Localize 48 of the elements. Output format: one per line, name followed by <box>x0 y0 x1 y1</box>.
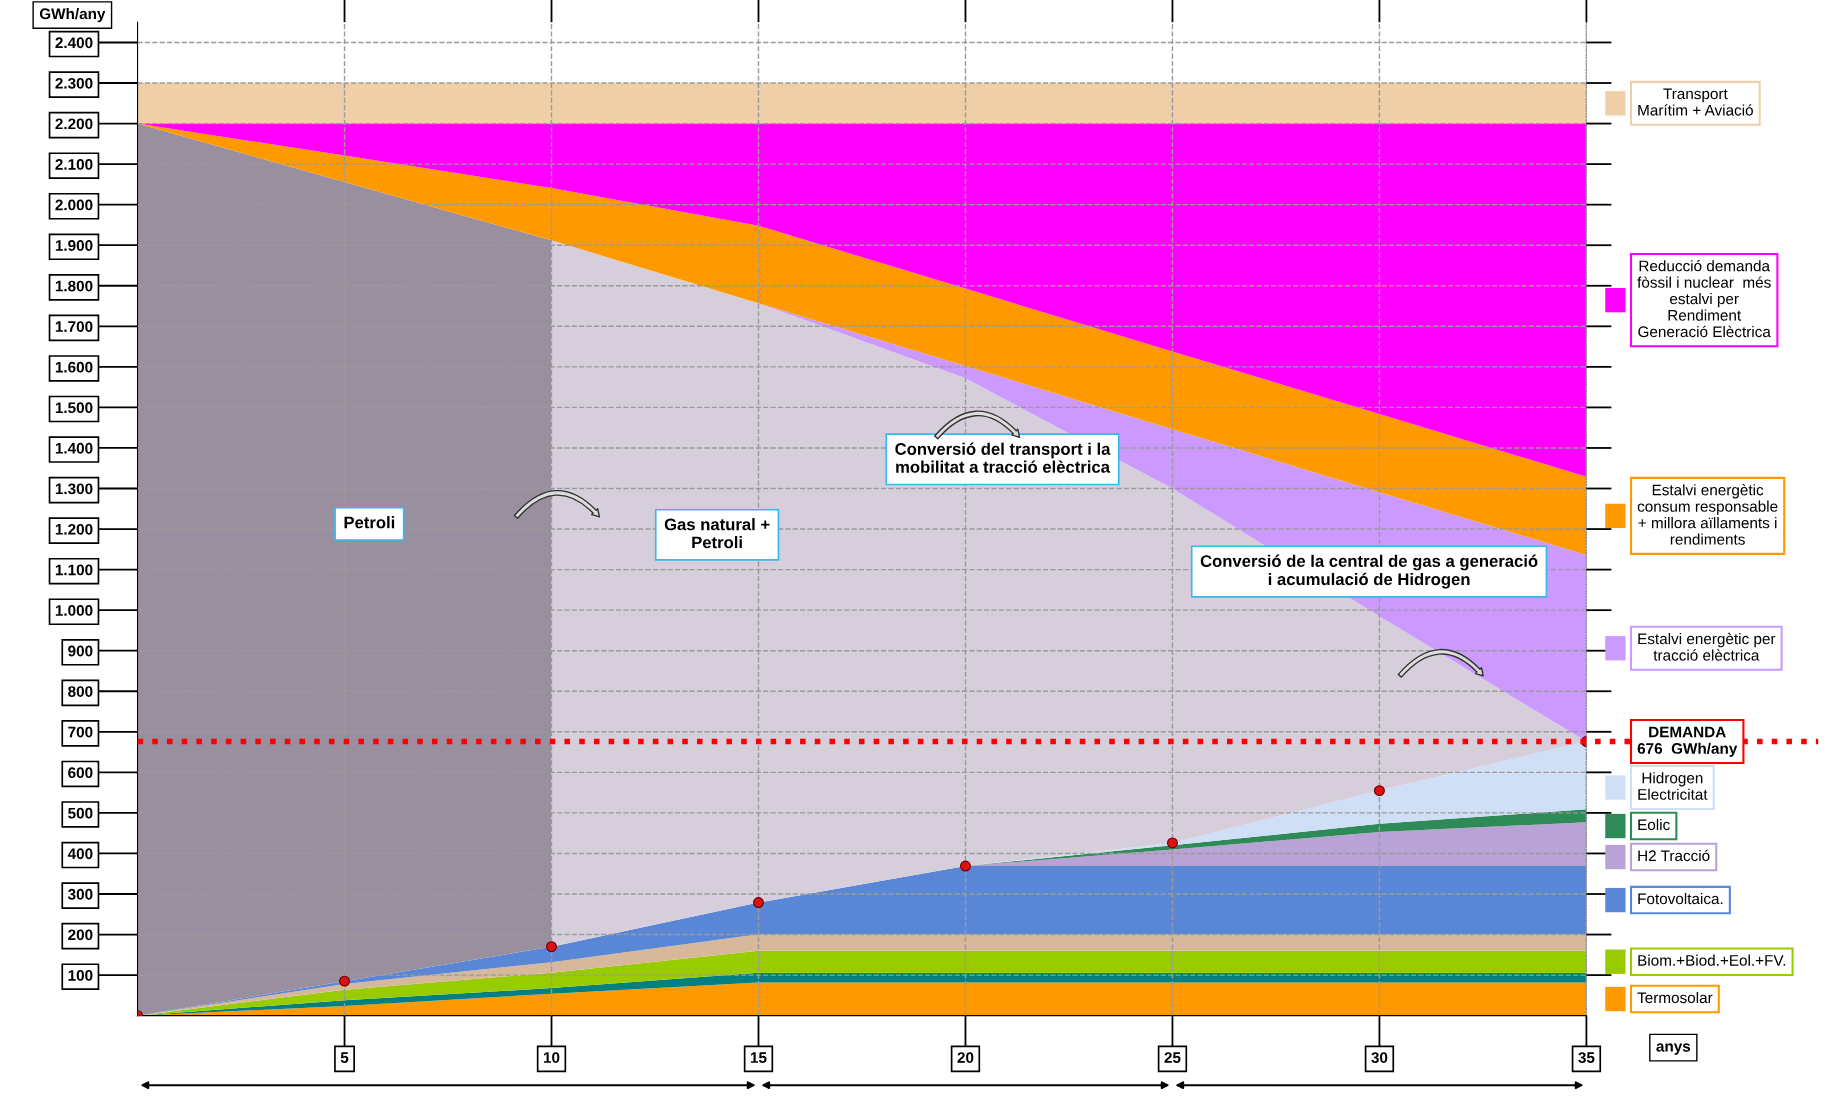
legend-label: Fotovoltaica. <box>1638 892 1723 905</box>
y-tick-label: 1.700 <box>55 321 93 332</box>
y-tick-label: 400 <box>67 848 93 860</box>
y-tick-label: 700 <box>68 726 93 738</box>
y-tick-label: 600 <box>68 767 93 779</box>
legend-label: Biom.+Biod.+Eol.+FV. <box>1638 954 1786 966</box>
legend-label: Reducció demanda fòssil i nuclear més estalvi per Rendiment Generació Elèctrica <box>1637 259 1771 338</box>
x-tick-label: 5 <box>340 1052 349 1063</box>
x-tick-label: 30 <box>1371 1052 1388 1063</box>
y-tick-label: 2.300 <box>55 77 93 89</box>
y-tick-label: 1.900 <box>55 240 93 251</box>
x-tick-label: 35 <box>1578 1052 1595 1063</box>
x-tick-label: 10 <box>543 1052 560 1063</box>
legend-label: H2 Tracció <box>1638 849 1710 862</box>
y-tick-label: 1.300 <box>55 483 93 495</box>
text: Estalvi energètic consum responsable + millora aïllaments i rendiments <box>1637 483 1778 545</box>
annotation: Conversió del transport i la mobilitat a tracció elèctrica <box>895 442 1111 473</box>
y-tick-label: 1.100 <box>55 564 93 576</box>
legend-label: Eolic <box>1638 818 1670 831</box>
x-tick-label: 25 <box>1164 1052 1181 1063</box>
text: Transport Marítim + Aviació <box>1638 88 1753 116</box>
y-tick-label: 2.200 <box>55 118 93 130</box>
y-tick-label: 800 <box>68 686 93 697</box>
y-tick-label: 900 <box>68 645 93 657</box>
annotation: Petroli <box>344 516 395 529</box>
y-tick-label: 2.100 <box>55 158 93 170</box>
y-tick-label: 2.000 <box>55 199 93 211</box>
y-tick-label: 500 <box>68 807 93 819</box>
annotation: Conversió de la central de gas a generació i acumulació de Hidrogen <box>1200 554 1538 589</box>
y-tick-label: 1.000 <box>55 605 93 616</box>
y-axis-title: GWh/any <box>39 7 106 23</box>
x-axis-title: anys <box>1656 1043 1691 1055</box>
x-tick-label: 15 <box>750 1052 767 1063</box>
legend-label: Estalvi energètic per tracció elèctrica <box>1638 632 1776 661</box>
y-tick-label: 1.200 <box>55 523 93 535</box>
y-tick-label: 2.400 <box>55 37 93 49</box>
y-tick-label: 1.400 <box>55 442 93 454</box>
x-tick-label: 20 <box>957 1052 974 1063</box>
y-tick-label: 1.800 <box>55 280 93 292</box>
y-tick-label: 1.600 <box>55 361 93 373</box>
annotation: Gas natural + Petroli <box>664 518 770 549</box>
y-tick-label: 300 <box>67 888 93 900</box>
y-tick-label: 100 <box>68 969 93 981</box>
y-tick-label: 200 <box>68 929 93 941</box>
legend-label: Hidrogen Electricitat <box>1638 772 1708 800</box>
y-tick-label: 1.500 <box>55 402 93 414</box>
ref-line-label: DEMANDA 676 GWh/any <box>1637 726 1738 757</box>
legend-label: Termosolar <box>1637 991 1713 1004</box>
